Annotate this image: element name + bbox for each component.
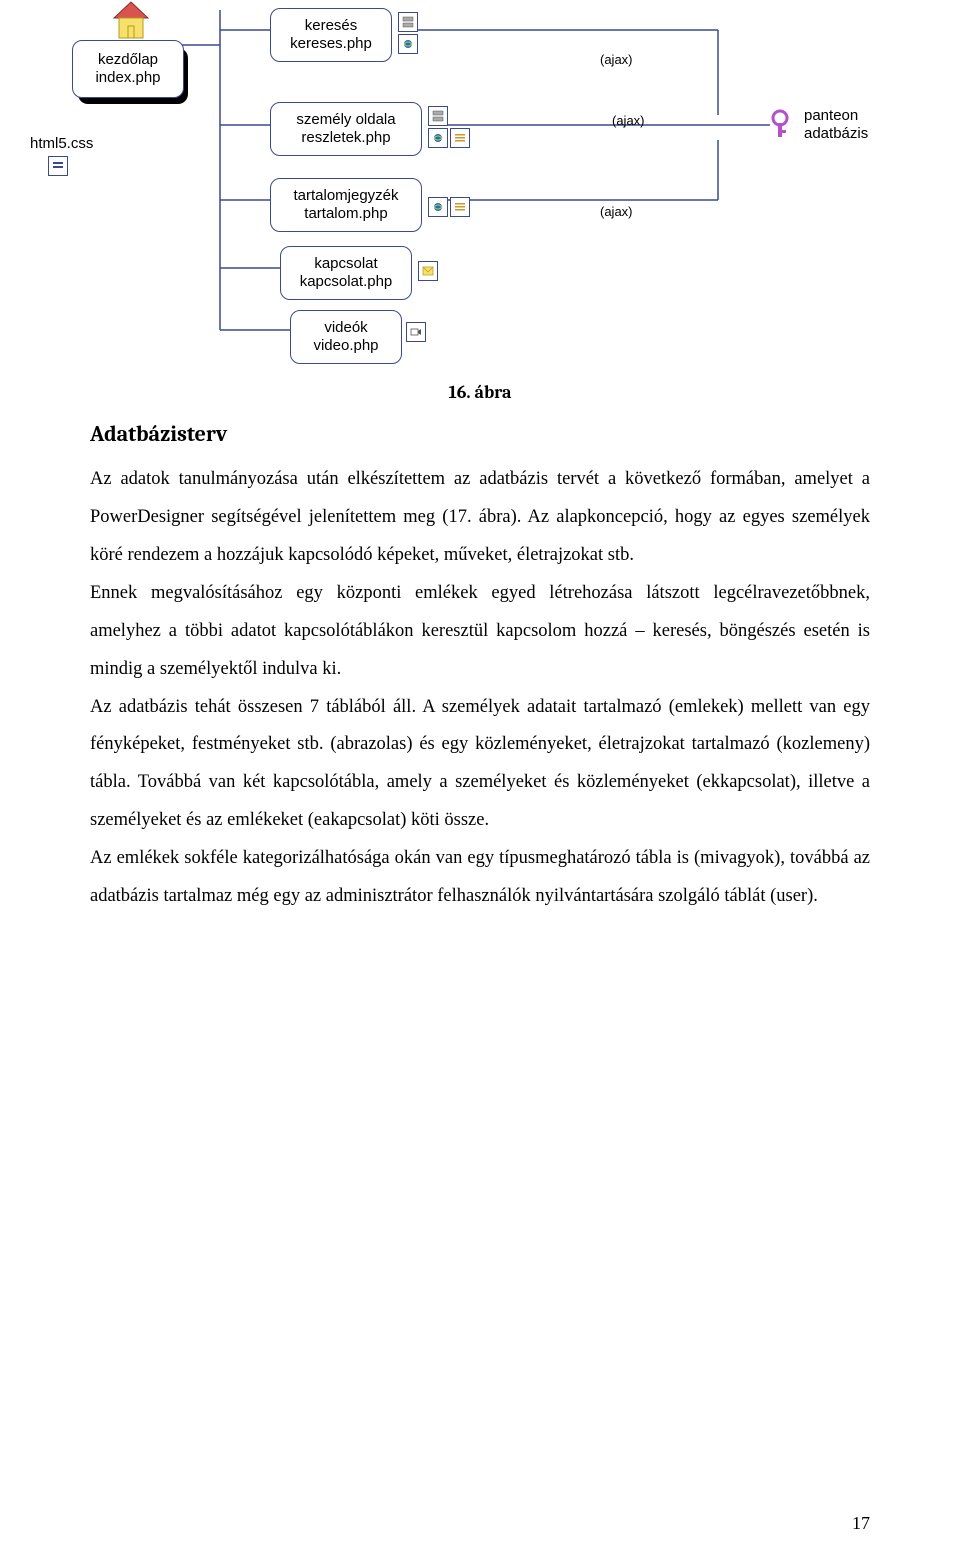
- szemely-icon-list: [450, 128, 470, 148]
- node-tartalom-file: tartalom.php: [304, 205, 387, 223]
- paragraph-3: Az adatbázis tehát összesen 7 táblából á…: [90, 689, 870, 841]
- node-szemely-file: reszletek.php: [301, 129, 390, 147]
- node-kezdolap: kezdőlap index.php: [72, 40, 184, 98]
- home-icon: [110, 0, 152, 45]
- page-container: kezdőlap index.php html5.css keresés ker…: [0, 0, 960, 1554]
- paragraph-4: Az emlékek sokféle kategorizálhatósága o…: [90, 840, 870, 916]
- node-kezdolap-title: kezdőlap: [98, 51, 158, 69]
- node-kereses-title: keresés: [305, 17, 358, 35]
- section-heading: Adatbázisterv: [90, 421, 870, 447]
- szemely-icon-globe: [428, 128, 448, 148]
- node-video-title: videók: [324, 319, 367, 337]
- node-video: videók video.php: [290, 310, 402, 364]
- panteon-subtitle: adatbázis: [804, 125, 868, 143]
- node-kereses-file: kereses.php: [290, 35, 372, 53]
- css-label: html5.css: [30, 135, 93, 153]
- szemely-icon-form: [428, 106, 448, 126]
- page-number: 17: [852, 1513, 870, 1534]
- kereses-icon-form: [398, 12, 418, 32]
- panteon-label: panteon adatbázis: [804, 107, 868, 143]
- key-icon: [770, 108, 798, 145]
- node-szemely: személy oldala reszletek.php: [270, 102, 422, 156]
- flow-diagram: kezdőlap index.php html5.css keresés ker…: [0, 0, 960, 370]
- node-kezdolap-file: index.php: [95, 69, 160, 87]
- ajax-label-1: (ajax): [600, 52, 633, 67]
- kapcsolat-icon-mail: [418, 261, 438, 281]
- node-kapcsolat: kapcsolat kapcsolat.php: [280, 246, 412, 300]
- node-kapcsolat-file: kapcsolat.php: [300, 273, 393, 291]
- figure-caption: 16. ábra: [0, 382, 960, 403]
- node-kapcsolat-title: kapcsolat: [314, 255, 377, 273]
- video-icon: [406, 322, 426, 342]
- kereses-icon-db: [398, 34, 418, 54]
- node-tartalom-title: tartalomjegyzék: [293, 187, 398, 205]
- ajax-label-3: (ajax): [600, 204, 633, 219]
- paragraph-2: Ennek megvalósításához egy központi emlé…: [90, 575, 870, 689]
- node-szemely-title: személy oldala: [296, 111, 395, 129]
- tartalom-icon-globe: [428, 197, 448, 217]
- paragraph-1: Az adatok tanulmányozása után elkészítet…: [90, 461, 870, 575]
- css-icon: [48, 156, 68, 176]
- node-kereses: keresés kereses.php: [270, 8, 392, 62]
- tartalom-icon-list: [450, 197, 470, 217]
- node-tartalom: tartalomjegyzék tartalom.php: [270, 178, 422, 232]
- panteon-title: panteon: [804, 107, 868, 125]
- node-video-file: video.php: [313, 337, 378, 355]
- ajax-label-2: (ajax): [612, 113, 645, 128]
